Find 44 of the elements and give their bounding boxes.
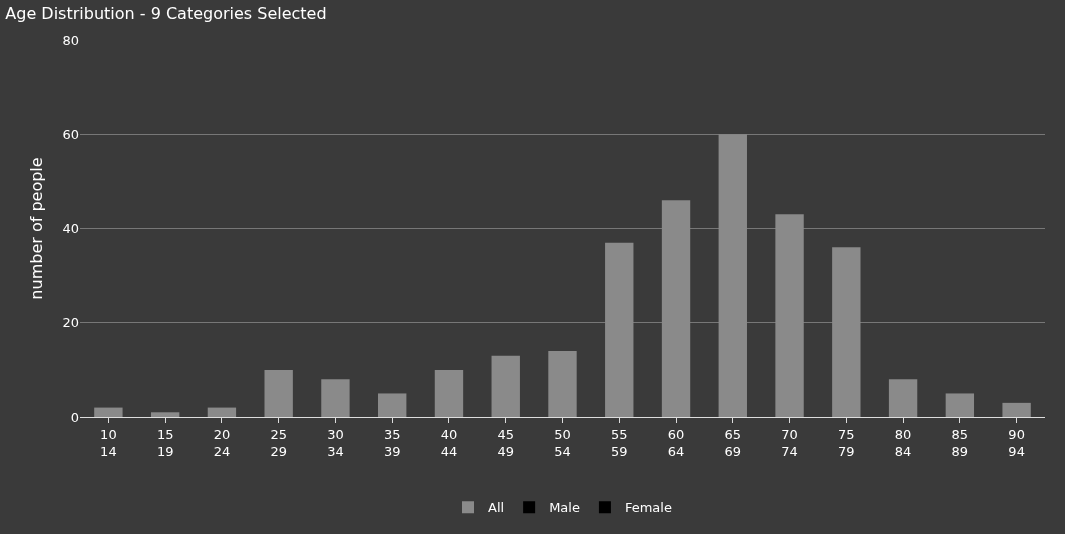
bar bbox=[378, 393, 407, 417]
x-tick-label: 10 14 bbox=[100, 426, 117, 459]
chart-title: Age Distribution - 9 Categories Selected bbox=[5, 4, 327, 24]
y-axis-title: number of people bbox=[27, 157, 47, 300]
x-tick-label: 55 59 bbox=[610, 426, 628, 459]
bar bbox=[945, 393, 975, 417]
bar bbox=[94, 407, 123, 417]
y-tick-label: 20 bbox=[62, 315, 79, 331]
x-tick-label: 90 94 bbox=[1008, 426, 1025, 459]
x-tick-label: 70 74 bbox=[781, 426, 798, 459]
x-tick-label: 85 89 bbox=[951, 426, 969, 459]
y-tick-label: 0 bbox=[70, 409, 79, 425]
x-tick-label: 60 64 bbox=[667, 426, 685, 459]
bar bbox=[718, 134, 747, 417]
bar bbox=[207, 407, 237, 417]
x-tick-label: 40 44 bbox=[440, 426, 458, 459]
bar bbox=[548, 351, 577, 417]
x-tick-label: 35 39 bbox=[383, 426, 401, 459]
x-tick-label: 75 79 bbox=[838, 426, 855, 459]
bar bbox=[321, 379, 350, 417]
x-tick-label: 45 49 bbox=[497, 426, 515, 459]
bar bbox=[1002, 402, 1031, 417]
legend-label: All bbox=[488, 500, 505, 516]
bar bbox=[491, 355, 520, 417]
x-tick-label: 65 69 bbox=[724, 426, 742, 459]
x-tick-label: 15 19 bbox=[156, 426, 174, 459]
y-tick-label: 40 bbox=[62, 221, 79, 237]
legend-label: Male bbox=[549, 500, 580, 516]
bar bbox=[605, 242, 634, 417]
x-tick-label: 50 54 bbox=[554, 426, 571, 459]
y-tick-label: 80 bbox=[62, 32, 79, 48]
bar bbox=[888, 379, 918, 417]
x-tick-label: 30 34 bbox=[327, 426, 344, 459]
bar bbox=[264, 369, 293, 417]
y-tick-label: 60 bbox=[62, 126, 79, 142]
bar bbox=[434, 369, 464, 417]
bar bbox=[832, 247, 861, 417]
legend-label: Female bbox=[624, 500, 672, 516]
x-tick-label: 80 84 bbox=[894, 426, 912, 459]
bar bbox=[661, 200, 691, 417]
bar bbox=[150, 412, 180, 417]
x-tick-label: 20 24 bbox=[213, 426, 231, 459]
x-tick-label: 25 29 bbox=[270, 426, 287, 459]
bar bbox=[775, 214, 804, 417]
